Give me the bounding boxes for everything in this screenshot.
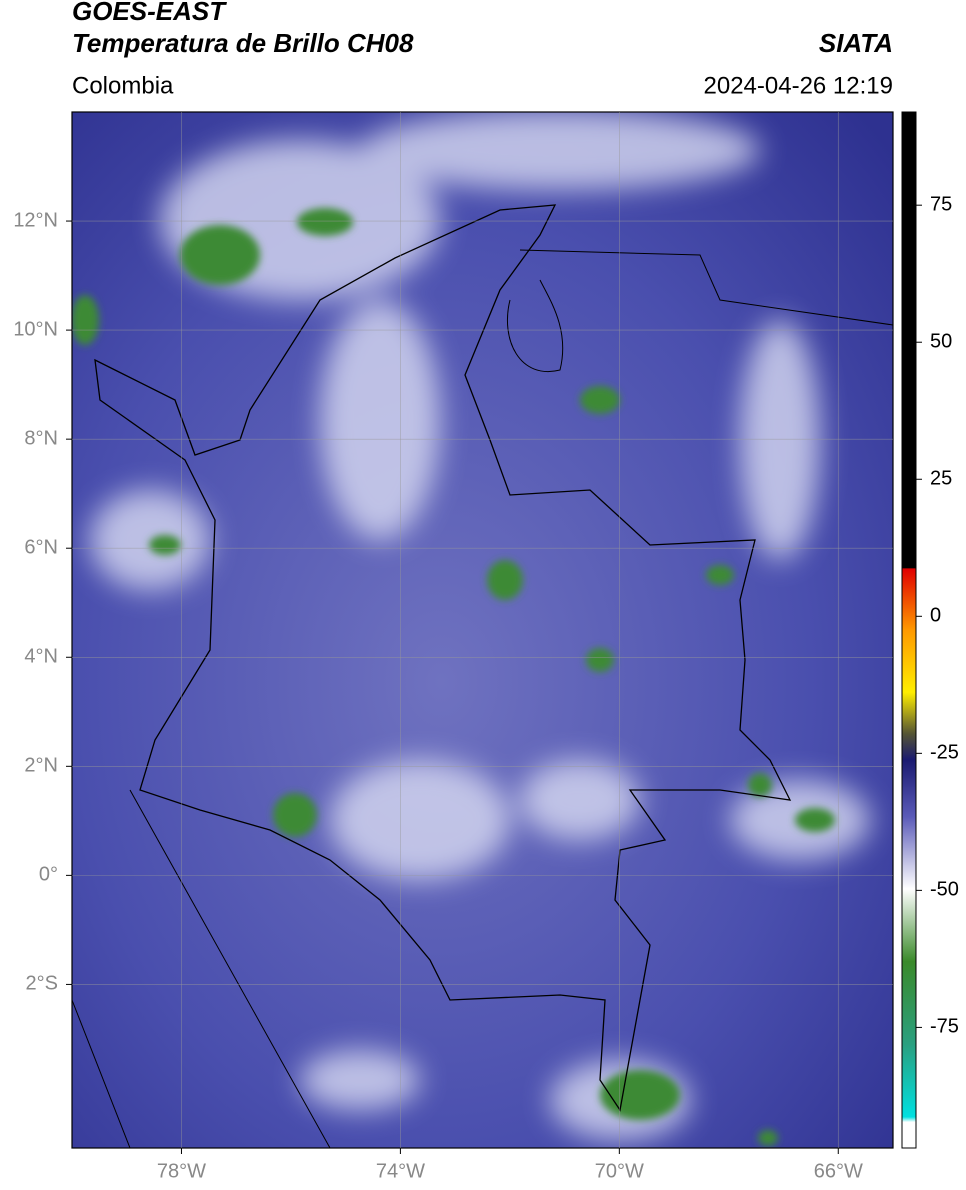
y-tick-label: 10°N — [13, 318, 58, 340]
y-tick-label: 12°N — [13, 209, 58, 231]
colorbar-tick-label: -50 — [930, 879, 959, 901]
product-title: Temperatura de Brillo CH08 — [72, 28, 414, 58]
colorbar-tick-label: 0 — [930, 605, 941, 627]
map-image — [72, 112, 893, 1148]
y-tick-label: 4°N — [24, 646, 58, 668]
timestamp: 2024-04-26 12:19 — [704, 72, 894, 99]
x-tick-label: 78°W — [157, 1160, 206, 1182]
x-tick-label: 74°W — [376, 1160, 425, 1182]
y-tick-label: 0° — [39, 864, 58, 886]
colorbar-tick-label: -75 — [930, 1016, 959, 1038]
colorbar-tick-label: 25 — [930, 468, 952, 490]
y-tick-label: 2°N — [24, 755, 58, 777]
y-tick-label: 2°S — [26, 973, 58, 995]
x-tick-label: 66°W — [814, 1160, 863, 1182]
region: Colombia — [72, 72, 174, 99]
colorbar-tick-label: -25 — [930, 742, 959, 764]
y-tick-label: 6°N — [24, 536, 58, 558]
map-frame — [71, 111, 894, 1149]
colorbar-tick-label: 75 — [930, 193, 952, 215]
source: SIATA — [819, 28, 893, 58]
satellite-title: GOES-EAST — [72, 0, 227, 26]
x-tick-label: 70°W — [595, 1160, 644, 1182]
y-tick-label: 8°N — [24, 427, 58, 449]
colorbar — [901, 111, 917, 1149]
colorbar-tick-label: 50 — [930, 331, 952, 353]
